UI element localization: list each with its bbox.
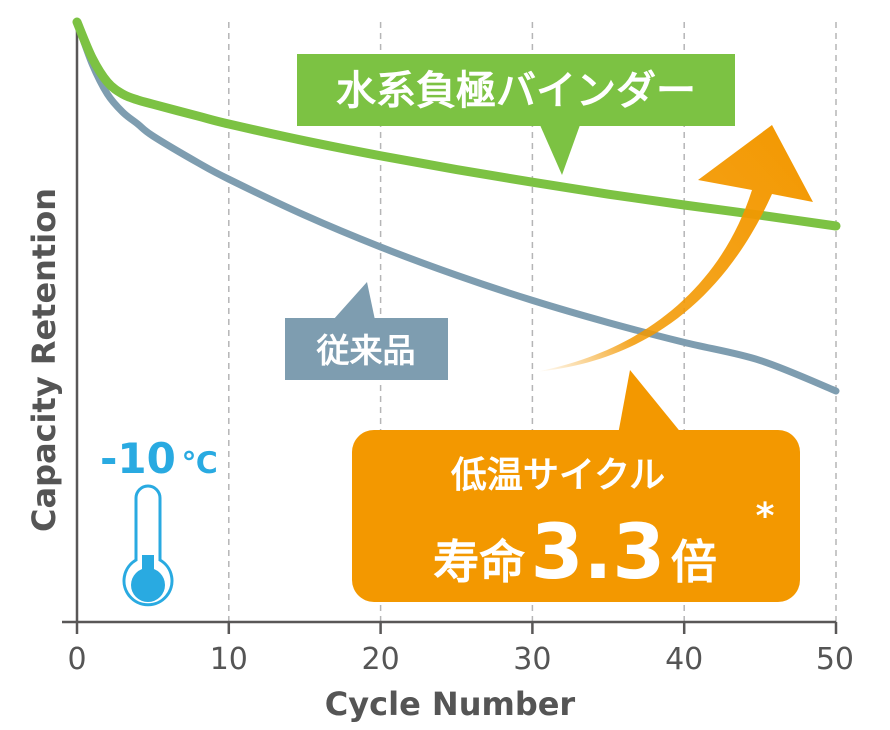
x-tick-label: 30	[513, 642, 551, 677]
temperature-label: -10 ℃	[100, 434, 218, 483]
highlight-prefix: 寿命	[433, 535, 525, 589]
temperature-indicator: -10 ℃	[100, 434, 218, 607]
highlight-line1: 低温サイクル	[451, 455, 665, 496]
gray-label-box	[285, 318, 448, 380]
green-series-label-text: 水系負極バインダー	[336, 68, 696, 114]
improvement-arrow	[535, 125, 813, 372]
x-axis-ticks: 0 10 20 30 40 50	[67, 622, 854, 677]
x-tick-label: 0	[67, 642, 86, 677]
highlight-callout: 低温サイクル 寿命 3.3 倍 *	[352, 370, 800, 602]
x-tick-label: 20	[362, 642, 400, 677]
highlight-box	[352, 430, 800, 602]
x-axis-title: Cycle Number	[325, 685, 576, 723]
temperature-unit: ℃	[181, 446, 217, 481]
improvement-arrow-shape	[535, 125, 813, 372]
series-lines	[72, 17, 841, 395]
highlight-suffix: 倍	[671, 535, 717, 589]
y-axis-title: Capacity Retention	[25, 188, 63, 532]
temperature-value: -10	[100, 434, 176, 483]
gray-label-pointer	[333, 282, 375, 320]
green-series-label: 水系負極バインダー	[297, 54, 735, 175]
highlight-pointer	[617, 370, 687, 440]
highlight-line2: 寿命 3.3 倍	[433, 507, 717, 596]
gray-series-label: 従来品	[285, 282, 448, 380]
x-tick-label: 40	[665, 642, 703, 677]
x-tick-label: 50	[816, 642, 854, 677]
thermometer-icon	[122, 484, 174, 607]
highlight-asterisk: *	[756, 496, 775, 537]
highlight-number: 3.3	[531, 507, 666, 596]
x-tick-label: 10	[210, 642, 248, 677]
gray-series-label-text: 従来品	[316, 331, 416, 370]
series-line	[73, 18, 840, 395]
green-label-box	[297, 54, 735, 126]
green-label-pointer	[540, 125, 580, 175]
series-line	[72, 17, 841, 231]
